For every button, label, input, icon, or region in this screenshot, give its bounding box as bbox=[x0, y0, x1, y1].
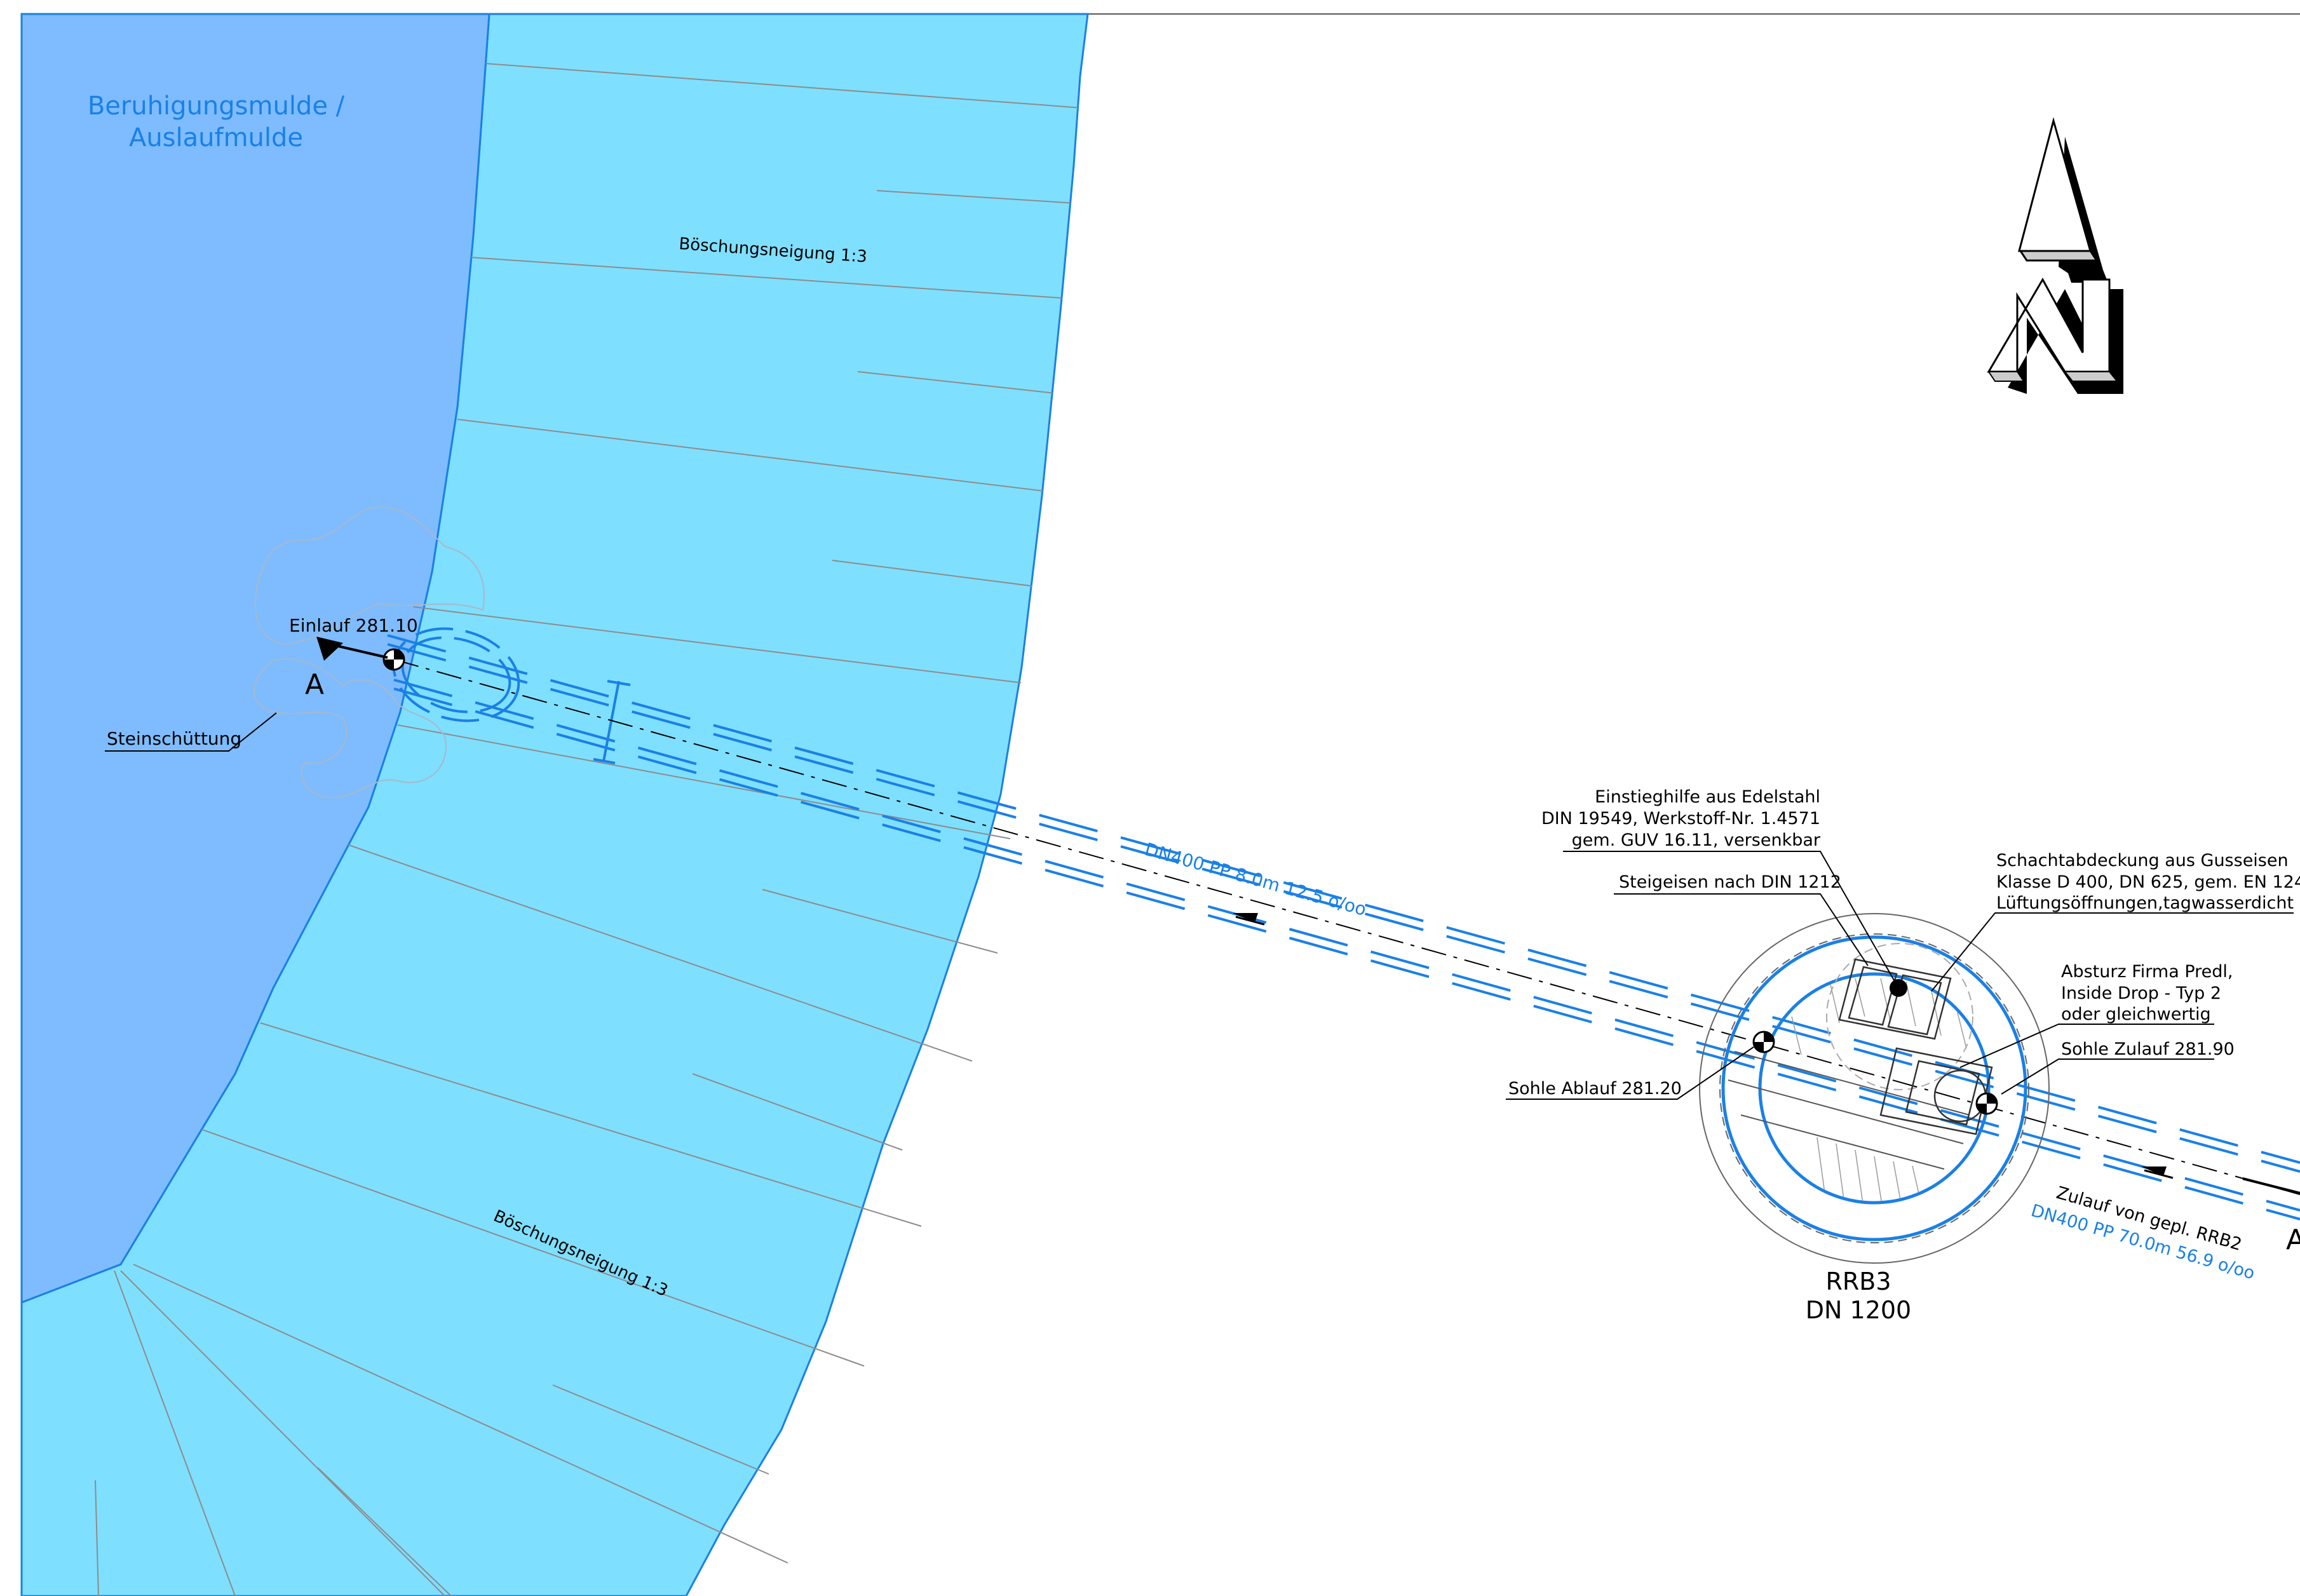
elevation-marker-icon bbox=[382, 648, 405, 671]
svg-text:Lüftungsöffnungen,tagwasserdic: Lüftungsöffnungen,tagwasserdicht bbox=[1996, 893, 2294, 913]
leader-lines bbox=[105, 712, 2294, 1100]
svg-text:Schachtabdeckung aus Gusseisen: Schachtabdeckung aus Gusseisen bbox=[1996, 851, 2289, 870]
manhole-rrb3 bbox=[1699, 913, 2050, 1264]
flow-arrows bbox=[1233, 913, 2174, 1179]
svg-text:Auslaufmulde: Auslaufmulde bbox=[129, 123, 303, 152]
basin-area bbox=[20, 13, 490, 1304]
svg-text:Beruhigungsmulde /: Beruhigungsmulde / bbox=[88, 91, 345, 121]
elevation-marker-icon bbox=[1975, 1092, 1998, 1115]
svg-text:Klasse D 400, DN 625, gem. EN: Klasse D 400, DN 625, gem. EN 124 mit bbox=[1996, 872, 2300, 892]
elevation-marker-icon bbox=[1752, 1031, 1775, 1053]
svg-text:RRB3: RRB3 bbox=[1825, 1268, 1891, 1295]
drop-label: Absturz Firma Predl, Inside Drop - Typ 2… bbox=[2061, 962, 2233, 1024]
svg-text:Inside Drop - Typ 2: Inside Drop - Typ 2 bbox=[2061, 984, 2221, 1003]
svg-text:DN 1200: DN 1200 bbox=[1806, 1296, 1911, 1324]
slope-hatching-lower bbox=[95, 724, 1011, 1596]
basin-label: Beruhigungsmulde / Auslaufmulde bbox=[88, 91, 345, 152]
inlet-label: Einlauf 281.10 bbox=[289, 615, 418, 636]
riprap-outline bbox=[254, 506, 485, 799]
svg-text:gem. GUV 16.11, versenkbar: gem. GUV 16.11, versenkbar bbox=[1572, 830, 1821, 850]
slope-hatching bbox=[412, 63, 1084, 684]
svg-text:oder gleichwertig: oder gleichwertig bbox=[2061, 1004, 2211, 1024]
svg-text:A: A bbox=[2286, 1224, 2300, 1256]
manhole-label: RRB3 DN 1200 bbox=[1806, 1268, 1911, 1324]
svg-text:DIN 19549, Werkstoff-Nr. 1.457: DIN 19549, Werkstoff-Nr. 1.4571 bbox=[1541, 809, 1820, 828]
riprap-label: Steinschüttung bbox=[107, 728, 241, 749]
sohle-zulauf-label: Sohle Zulauf 281.90 bbox=[2061, 1039, 2235, 1059]
cover-label: Schachtabdeckung aus Gusseisen Klasse D … bbox=[1996, 851, 2300, 913]
svg-text:Absturz Firma Predl,: Absturz Firma Predl, bbox=[2061, 962, 2233, 982]
ladder-label: Einstieghilfe aus Edelstahl DIN 19549, W… bbox=[1541, 787, 1821, 850]
svg-text:Einstieghilfe aus Edelstahl: Einstieghilfe aus Edelstahl bbox=[1595, 787, 1820, 807]
ladder-box bbox=[1838, 958, 1952, 1040]
svg-text:A: A bbox=[305, 668, 324, 701]
steps-label: Steigeisen nach DIN 1212 bbox=[1619, 872, 1841, 892]
section-mark-right: A bbox=[2242, 1177, 2300, 1256]
north-arrow-icon bbox=[1987, 117, 2123, 394]
sohle-ablauf-label: Sohle Ablauf 281.20 bbox=[1508, 1079, 1682, 1099]
section-mark-left: A bbox=[305, 637, 388, 701]
